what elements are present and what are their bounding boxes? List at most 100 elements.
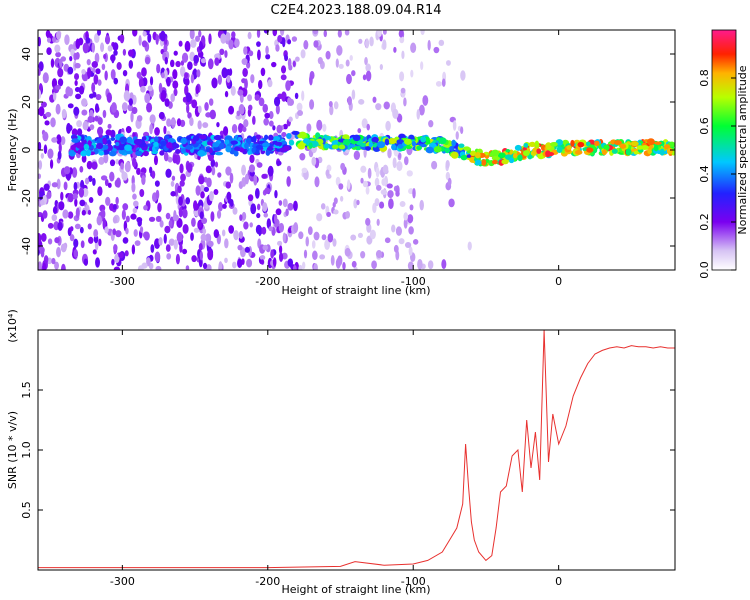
spectrogram-speckle — [350, 234, 357, 241]
spectrogram-band-blob — [298, 131, 307, 138]
spectrogram-speckle — [203, 186, 210, 192]
spectrogram-speckle — [47, 238, 53, 245]
spectrogram-speckle — [133, 229, 138, 237]
spectrogram-speckle — [56, 134, 62, 145]
spectrogram-speckle — [293, 222, 299, 233]
spectrogram-band-blob — [396, 139, 405, 145]
snr-y-tick-label: 1.5 — [20, 381, 33, 399]
spectrogram-speckle — [79, 199, 86, 207]
spectrogram-speckle — [412, 238, 419, 245]
spectrogram-speckle — [50, 117, 56, 128]
spectrogram-speckle — [276, 160, 282, 166]
spectrogram-speckle — [89, 124, 95, 131]
spectrogram-speckle — [159, 30, 166, 42]
spectrogram-speckle — [324, 239, 331, 251]
spectrogram-band-blob — [245, 137, 252, 145]
spectrogram-band-blob — [466, 154, 471, 158]
spectrogram-speckle — [46, 191, 52, 199]
spectrogram-speckle — [346, 179, 351, 190]
spectrogram-speckle — [112, 42, 119, 51]
spectrogram-speckle — [163, 233, 167, 244]
spectrogram-speckle — [224, 50, 228, 58]
spectrogram-speckle — [134, 240, 141, 246]
spectrogram-speckle — [410, 42, 417, 54]
spectrogram-speckle — [364, 38, 370, 49]
spectrogram-speckle — [287, 39, 292, 45]
spectrogram-speckle — [399, 200, 406, 207]
spectrogram-speckle — [267, 165, 274, 177]
spectrogram-speckle — [42, 131, 49, 142]
spectrogram-speckle — [416, 109, 421, 120]
spectrogram-speckle — [335, 176, 341, 186]
spectrogram-speckle — [298, 231, 304, 240]
spectrogram-band-blob — [133, 138, 143, 146]
spectrogram-speckle — [67, 211, 74, 219]
spectrogram-speckle — [338, 183, 344, 190]
spectrogram-speckle — [241, 258, 245, 265]
spectrogram-band-blob — [458, 143, 465, 148]
spectrogram-speckle — [248, 104, 253, 111]
colorbar-label: Normalized spectral amplitude — [736, 65, 749, 234]
spectrogram-speckle — [238, 230, 244, 239]
spectrogram-speckle — [103, 54, 107, 60]
spectrogram-speckle — [91, 42, 96, 53]
spectrogram-speckle — [262, 244, 269, 251]
spectrogram-speckle — [244, 173, 249, 185]
spectrogram-speckle — [69, 234, 75, 242]
spectrogram-speckle — [167, 156, 173, 163]
spectrogram-speckle — [93, 33, 100, 44]
spectrogram-speckle — [291, 36, 298, 42]
spectrogram-speckle — [163, 69, 168, 80]
spectrogram-speckle — [452, 120, 457, 131]
spectrogram-band-blob — [205, 148, 210, 153]
spectrogram-speckle — [112, 204, 117, 210]
spectrogram-band-blob — [308, 142, 313, 149]
spectrogram-speckle — [193, 200, 198, 211]
spectrogram-speckle — [159, 220, 164, 228]
spectrogram-speckle — [364, 57, 368, 66]
spectrogram-speckle — [191, 217, 196, 228]
spectrogram-speckle — [87, 209, 92, 216]
spectrogram-speckle — [45, 30, 51, 38]
colorbar-tick-label: 0.4 — [698, 165, 711, 183]
spectrogram-speckle — [140, 85, 146, 93]
spectrogram-speckle — [396, 161, 403, 172]
spectrogram-speckle — [133, 200, 139, 207]
spectrogram-speckle — [301, 261, 306, 270]
spectrogram-band-blob — [233, 150, 239, 157]
spectrogram-speckle — [131, 182, 136, 193]
snr-x-tick-label: 0 — [555, 575, 562, 588]
spectrogram-speckle — [220, 33, 227, 44]
spectrogram-speckle — [166, 118, 172, 127]
spectrogram-band-blob — [653, 144, 659, 152]
spectrogram-speckle — [266, 218, 272, 229]
spectrogram-speckle — [223, 126, 229, 136]
spectrogram-speckle — [357, 128, 362, 134]
spectrogram-speckle — [307, 226, 313, 236]
spectrogram-speckle — [374, 198, 380, 207]
spectrogram-speckle — [229, 198, 234, 207]
spectrogram-speckle — [398, 30, 404, 38]
spectrogram-band-blob — [164, 135, 170, 140]
spectrogram-speckle — [156, 63, 161, 74]
spectrogram-band-blob — [142, 150, 149, 157]
spectrogram-speckle — [198, 175, 205, 185]
spectrogram-speckle — [362, 180, 369, 188]
spectrogram-speckle — [40, 232, 47, 242]
snr-x-tick-label: -300 — [110, 575, 135, 588]
spectrogram-speckle — [112, 228, 117, 236]
spectrogram-speckle — [50, 58, 55, 68]
spectrogram-speckle — [441, 78, 446, 87]
spectrogram-speckle — [178, 206, 183, 218]
spectrogram-x-tick-label: -300 — [110, 275, 135, 288]
spectrogram-speckle — [205, 233, 212, 243]
spectrogram-speckle — [207, 58, 214, 70]
spectrogram-speckle — [182, 96, 187, 103]
spectrogram-speckle — [80, 179, 85, 190]
spectrogram-speckle — [339, 195, 344, 202]
spectrogram-speckle — [180, 66, 186, 77]
spectrogram-speckle — [316, 213, 323, 222]
spectrogram-speckle — [278, 222, 285, 233]
